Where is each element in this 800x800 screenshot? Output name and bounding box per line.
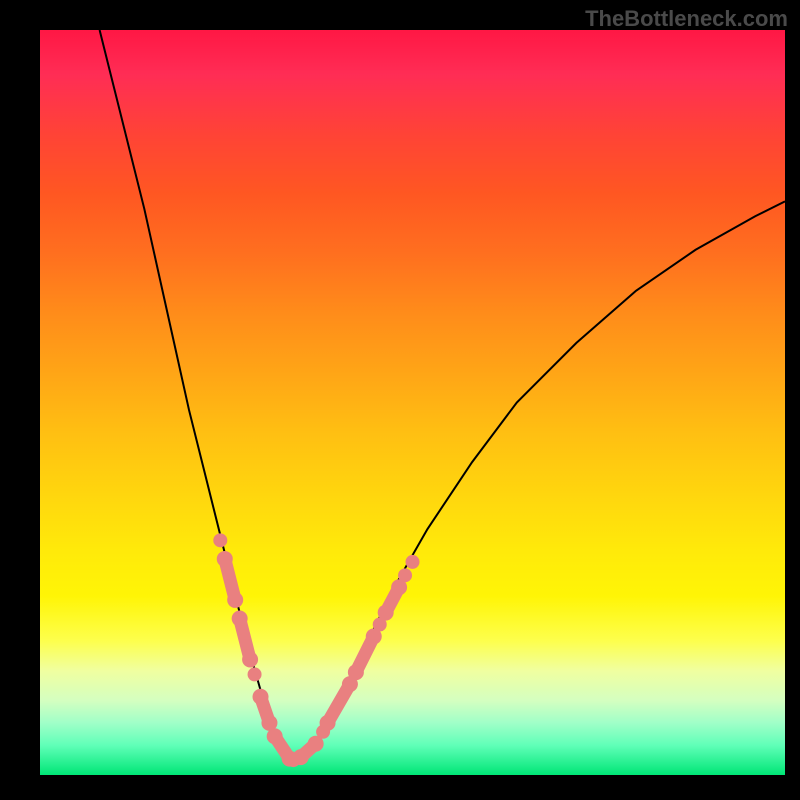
marker-segment-cap — [267, 728, 283, 744]
chart-svg-overlay — [40, 30, 785, 775]
marker-layer — [213, 533, 419, 767]
marker-segment-cap — [293, 749, 309, 765]
bottleneck-curve-left — [100, 30, 294, 760]
marker-segment-cap — [242, 652, 258, 668]
marker-segment-cap — [320, 715, 336, 731]
marker-dot — [248, 667, 262, 681]
marker-dot — [406, 555, 420, 569]
marker-segment-cap — [253, 689, 269, 705]
marker-segment-cap — [348, 664, 364, 680]
marker-segment-cap — [378, 605, 394, 621]
marker-segment-cap — [232, 611, 248, 627]
marker-segment-cap — [227, 592, 243, 608]
marker-segment-cap — [217, 551, 233, 567]
marker-dot — [213, 533, 227, 547]
marker-dot — [398, 568, 412, 582]
watermark-text: TheBottleneck.com — [585, 6, 788, 32]
chart-plot-area — [40, 30, 785, 775]
bottleneck-curve-right — [293, 201, 785, 760]
